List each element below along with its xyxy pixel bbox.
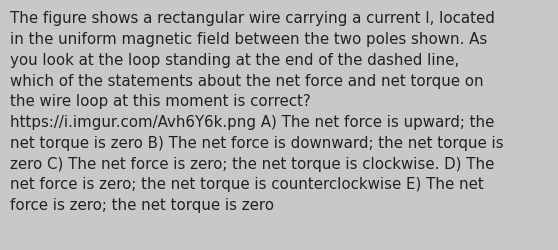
Text: The figure shows a rectangular wire carrying a current I, located
in the uniform: The figure shows a rectangular wire carr… <box>10 11 504 212</box>
